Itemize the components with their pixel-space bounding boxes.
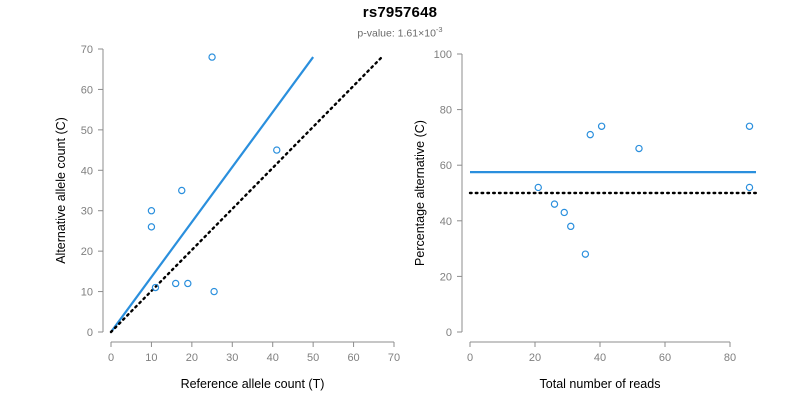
y-tick-label-20: 20 xyxy=(440,271,452,283)
x-axis-title: Reference allele count (T) xyxy=(181,377,325,391)
y-tick-label-40: 40 xyxy=(440,216,452,228)
x-tick-label-40: 40 xyxy=(267,352,279,364)
data-point xyxy=(147,207,156,215)
x-tick-label-70: 70 xyxy=(388,352,400,364)
data-point xyxy=(208,53,216,61)
y-tick-label-70: 70 xyxy=(81,44,93,56)
fit-line xyxy=(110,56,315,333)
data-point xyxy=(184,279,192,288)
data-point xyxy=(597,122,606,130)
y-tick-label-0: 0 xyxy=(446,327,452,339)
y-tick-label-60: 60 xyxy=(81,84,93,96)
left-plot-svg: 0 10 20 30 40 50 60 70 0 10 20 30 40 50 60 70 Reference … xyxy=(54,44,400,391)
x-tick-label-30: 30 xyxy=(226,352,238,364)
pvalue-text: p-value: 1.61×10 xyxy=(357,27,436,40)
x-tick-label-80: 80 xyxy=(724,352,736,364)
y-axis-title: Alternative allele count (C) xyxy=(54,117,68,264)
x-tick-label-60: 60 xyxy=(659,352,671,364)
data-point xyxy=(567,222,575,231)
page-title: rs7957648 xyxy=(362,4,438,21)
y-tick-label-80: 80 xyxy=(440,105,452,117)
x-tick-label-0: 0 xyxy=(108,352,114,364)
data-point xyxy=(635,144,643,153)
data-point xyxy=(560,208,568,217)
data-point xyxy=(745,122,754,130)
y-tick-label-30: 30 xyxy=(81,206,93,218)
y-tick-label-50: 50 xyxy=(81,125,93,137)
x-tick-label-50: 50 xyxy=(307,352,319,364)
data-point xyxy=(550,200,559,208)
y-tick-label-0: 0 xyxy=(87,327,93,339)
data-point xyxy=(581,250,590,258)
right-plot-svg: 0 20 40 60 80 100 0 20 40 60 80 Total number of rea… xyxy=(413,49,758,391)
y-tick-label-60: 60 xyxy=(440,160,452,172)
y-axis-title: Percentage alternative (C) xyxy=(413,120,427,266)
data-point xyxy=(745,183,754,192)
data-point xyxy=(178,186,186,195)
x-tick-label-40: 40 xyxy=(594,352,606,364)
data-point xyxy=(273,146,281,154)
y-tick-label-100: 100 xyxy=(434,49,452,61)
data-point xyxy=(151,283,160,292)
reference-line xyxy=(109,55,384,334)
y-tick-label-40: 40 xyxy=(81,165,93,177)
x-tick-label-10: 10 xyxy=(145,352,157,364)
data-point xyxy=(171,279,180,288)
y-tick-label-10: 10 xyxy=(81,287,93,299)
pvalue-subtitle: p-value: 1.61×10-3 xyxy=(0,25,800,40)
y-tick-label-20: 20 xyxy=(81,246,93,258)
data-point xyxy=(534,183,542,192)
x-tick-label-60: 60 xyxy=(347,352,359,364)
data-point xyxy=(210,287,218,296)
x-axis-title: Total number of reads xyxy=(540,377,661,391)
data-point xyxy=(147,223,156,231)
x-tick-label-0: 0 xyxy=(467,352,473,364)
x-tick-label-20: 20 xyxy=(186,352,198,364)
data-point xyxy=(586,130,594,139)
x-tick-label-20: 20 xyxy=(529,352,541,364)
pvalue-exponent: -3 xyxy=(435,25,443,34)
